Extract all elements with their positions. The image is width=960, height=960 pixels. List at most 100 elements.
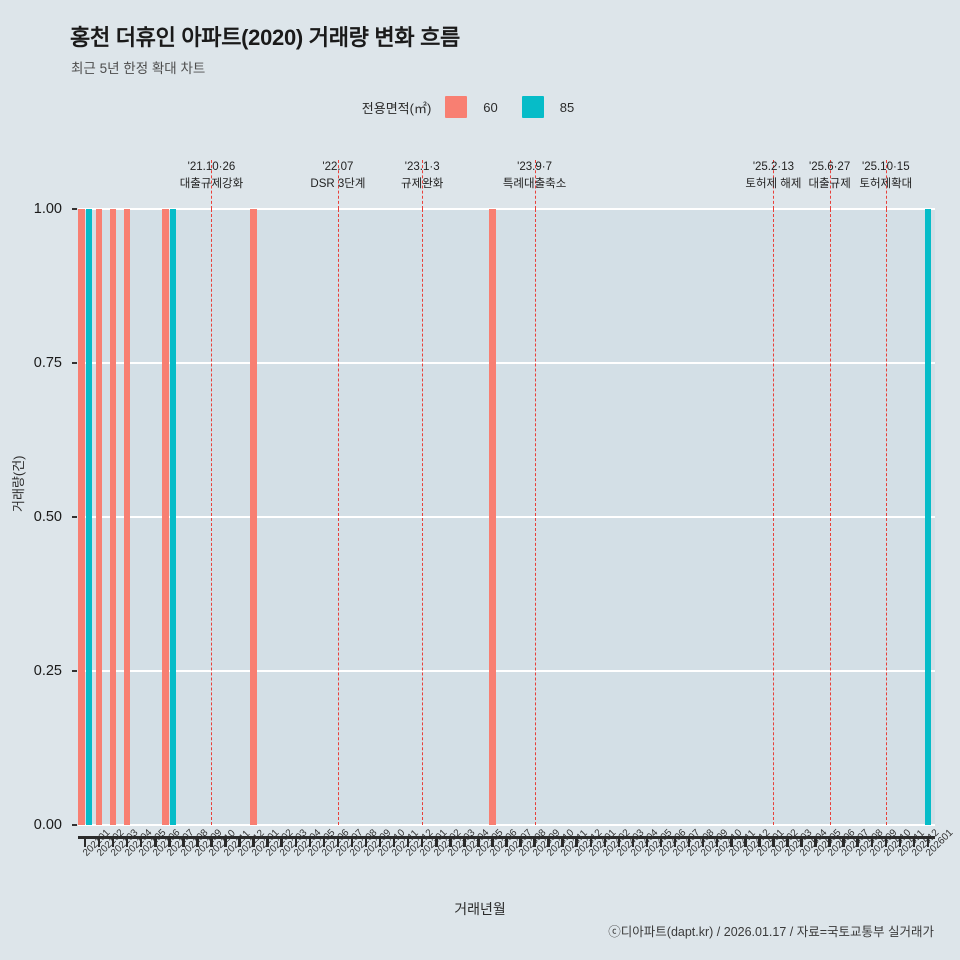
event-annotation-202309: '23.9·7 특례대출축소 [503,159,566,192]
bar-85-202601[interactable] [924,209,932,825]
event-line-202301 [422,209,424,825]
x-axis-tick-mark [828,836,831,847]
event-line-stub-202510 [885,160,887,209]
bar-60-202102[interactable] [95,209,103,825]
event-annotation-202110: '21.10·26 대출규제강화 [180,159,243,192]
x-axis-tick-mark [856,836,859,847]
x-axis-tick-mark [744,836,747,847]
x-axis-tick-mark [491,836,494,847]
y-axis-tick-mark [72,516,77,518]
y-axis-label: 거래량(건) [11,455,26,513]
event-date: '23.1·3 [404,161,440,173]
x-axis-tick-mark [477,836,480,847]
x-axis-tick-mark [659,836,663,847]
x-axis-tick-mark [154,836,157,847]
legend-item-60[interactable]: 60 [445,96,498,118]
x-axis-tick-mark [505,836,508,847]
legend-label-85: 85 [559,99,575,115]
x-axis-tick-mark [575,836,578,847]
x-axis-tick-mark [800,836,803,847]
event-line-stub-202207 [337,160,339,209]
event-date: '23.9·7 [517,161,552,173]
x-axis-tick-mark [673,836,677,847]
bar-60-202201[interactable] [250,209,257,825]
x-axis-tick-mark [912,836,916,847]
x-axis-tick-mark [519,836,522,847]
event-label: 토허제확대 [859,177,913,190]
x-axis-tick-mark [210,836,213,847]
event-line-202506 [829,209,831,825]
bar-60-202103[interactable] [109,209,117,825]
event-line-202110 [211,209,213,825]
plot-area [78,208,935,826]
chart-legend: 전용면적(㎡) 60 85 [0,96,960,118]
event-line-stub-202309 [534,160,536,209]
y-axis-tick-label: 0.50 [33,509,62,525]
x-axis-tick-mark [898,836,902,847]
bar-60-202306[interactable] [489,209,496,825]
x-axis-tick-mark [224,836,227,847]
x-axis-tick-mark [111,836,115,847]
event-label: 특례대출축소 [502,177,567,190]
x-axis-tick-mark [139,836,143,847]
x-axis-tick-mark [870,836,874,847]
bar-85-202107[interactable] [169,209,177,825]
event-line-stub-202506 [829,160,831,209]
x-axis-tick-mark [322,836,326,847]
x-axis-tick-mark [280,836,283,847]
y-axis-tick-label: 0.75 [33,355,62,371]
event-date: '25.6·27 [809,161,851,173]
x-axis-tick-mark [364,836,368,847]
gridline [78,208,935,210]
x-axis-tick-mark [645,836,649,847]
legend-title: 전용면적(㎡) [361,100,432,116]
x-axis-tick-mark [589,836,593,847]
x-axis-tick-mark [294,836,297,847]
x-axis-tick-mark [463,836,466,847]
event-line-stub-202301 [422,160,424,209]
y-axis-tick-mark [72,362,77,364]
x-axis-tick-mark [814,836,817,847]
x-axis-tick-mark [392,836,396,847]
x-axis-tick-mark [308,836,312,847]
page-subtitle: 최근 5년 한정 확대 차트 [71,61,206,76]
x-axis-tick-mark [701,836,705,847]
gridline [78,670,935,672]
x-axis-tick-mark [238,836,241,847]
y-axis-tick-mark [72,208,77,210]
x-axis-tick-mark [83,836,87,847]
footer-credit: ⓒ디아파트(dapt.kr) / 2026.01.17 / 자료=국토교통부 실… [608,925,934,939]
x-axis-tick-mark [603,836,607,847]
legend-swatch-60 [445,96,468,118]
x-axis-tick-mark [406,836,410,847]
event-label: 대출규제강화 [179,177,244,190]
bar-60-202101[interactable] [78,209,85,825]
event-line-202309 [534,209,536,825]
x-axis-tick-mark [168,836,171,847]
bar-60-202104[interactable] [123,209,131,825]
x-axis-tick-mark [252,836,255,847]
event-annotation-202510: '25.10·15 토허제확대 [859,159,912,192]
x-axis-tick-mark [730,836,733,847]
event-annotation-202506: '25.6·27 대출규제 [808,159,850,192]
x-axis-tick-mark [561,836,564,847]
bar-85-202101[interactable] [85,209,93,825]
event-date: '21.10·26 [187,161,236,173]
page-title: 홍천 더휴인 아파트(2020) 거래량 변화 흐름 [70,25,460,50]
x-axis-tick-mark [687,836,691,847]
legend-item-85[interactable]: 85 [521,96,575,118]
x-axis-tick-mark [617,836,621,847]
y-axis-tick-mark [72,670,77,672]
x-axis-tick-mark [631,836,635,847]
event-annotation-202207: '22.07 DSR 3단계 [310,159,365,192]
x-axis-tick-mark [772,836,775,847]
bar-60-202107[interactable] [162,209,169,825]
event-label: 대출규제 [808,177,851,190]
event-date: '25.2·13 [752,161,795,173]
x-axis-tick-mark [350,836,354,847]
event-line-202502 [773,209,775,825]
x-axis-tick-mark [884,836,888,847]
gridline [78,516,935,518]
x-axis-tick-mark [547,836,550,847]
event-line-stub-202110 [211,160,213,209]
